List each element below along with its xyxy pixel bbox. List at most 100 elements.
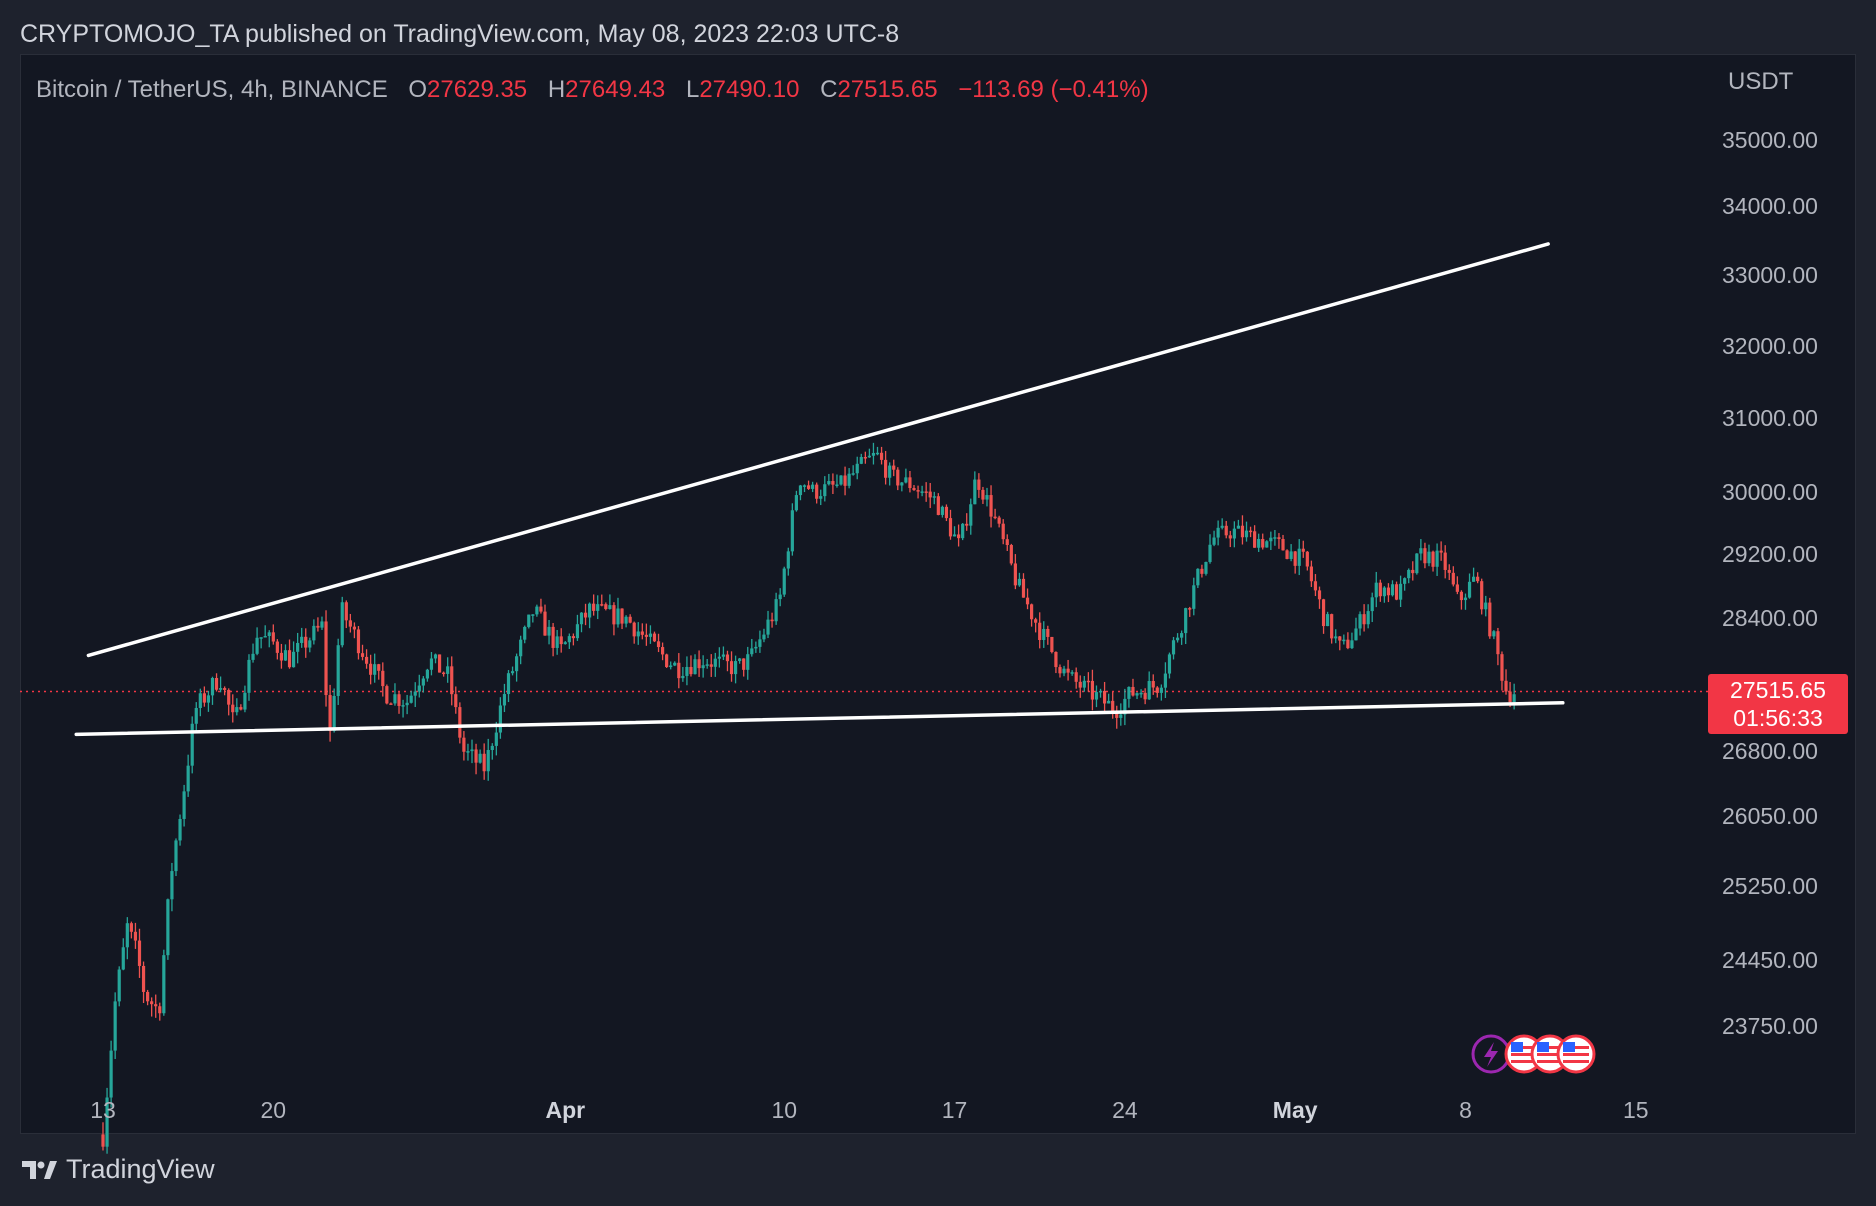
candle: [1301, 540, 1305, 558]
candle: [673, 661, 677, 667]
candle: [1050, 636, 1054, 654]
candle: [989, 485, 993, 528]
candle: [446, 657, 450, 683]
candle: [344, 600, 348, 629]
candle: [340, 596, 344, 648]
candle: [1021, 573, 1026, 598]
bar-countdown: 01:56:33: [1733, 705, 1823, 731]
time-axis[interactable]: 13 20 Apr 10 17 24 May 8 15: [90, 1097, 1648, 1123]
candle: [1297, 539, 1301, 576]
candle: [648, 625, 653, 644]
price-axis[interactable]: 35000.00 34000.00 33000.00 32000.00 31000.00…: [1722, 127, 1818, 1039]
candle: [819, 489, 823, 506]
candle: [1062, 665, 1066, 677]
candle: [296, 632, 300, 664]
candle: [811, 481, 815, 493]
candle: [539, 598, 543, 614]
candle: [194, 702, 198, 732]
candle: [924, 482, 928, 502]
candle: [867, 448, 871, 458]
candle: [701, 655, 705, 678]
candle: [1236, 519, 1240, 529]
candle: [190, 716, 194, 774]
price-tick-label: 26050.00: [1722, 803, 1818, 829]
chart-pane[interactable]: [20, 54, 1856, 1134]
candle: [523, 625, 527, 644]
candle: [393, 683, 397, 706]
candle: [466, 743, 470, 761]
tradingview-brand[interactable]: TradingView: [20, 1154, 215, 1185]
candle: [1078, 675, 1082, 698]
change-value: −113.69 (−0.41%): [958, 76, 1149, 103]
candle: [283, 644, 288, 661]
candle: [1338, 635, 1342, 651]
candle: [908, 470, 912, 493]
candle: [1431, 550, 1435, 572]
candle: [1350, 632, 1354, 650]
candle: [575, 614, 580, 641]
candle: [957, 524, 961, 547]
lower-trendline[interactable]: [74, 701, 1565, 737]
candle: [531, 614, 535, 623]
candle: [478, 749, 482, 764]
candle: [961, 523, 965, 541]
candle: [425, 668, 429, 682]
candle: [697, 650, 701, 677]
lightning-icon[interactable]: [1471, 1034, 1511, 1074]
candle: [855, 456, 859, 480]
candle: [437, 654, 442, 673]
candle: [1009, 543, 1013, 566]
candle: [709, 654, 713, 677]
candle: [786, 547, 790, 576]
candle: [154, 994, 158, 1018]
upper-trendline[interactable]: [86, 242, 1550, 658]
candle: [1407, 568, 1411, 584]
price-tick-label: 33000.00: [1722, 262, 1818, 288]
high-label: H: [547, 76, 566, 103]
candle: [875, 446, 880, 456]
candle: [320, 616, 324, 630]
candle: [413, 682, 417, 707]
candle: [636, 622, 640, 645]
candle: [705, 659, 709, 669]
symbol-legend: Bitcoin / TetherUS, 4h, BINANCE O27629.3…: [36, 76, 1149, 104]
candle: [1175, 633, 1180, 643]
candle: [1419, 539, 1423, 561]
candle: [583, 603, 588, 626]
candle: [713, 652, 717, 677]
us-flag-icon[interactable]: [1556, 1034, 1596, 1074]
candle: [1111, 692, 1115, 719]
candle: [1447, 564, 1451, 581]
time-tick-label: Apr: [545, 1097, 585, 1123]
event-markers[interactable]: [1471, 1034, 1596, 1074]
trendlines[interactable]: [74, 242, 1565, 737]
candle: [1228, 530, 1232, 548]
candle: [669, 661, 673, 670]
candle: [1184, 607, 1188, 645]
candle: [1042, 621, 1046, 648]
candle: [377, 663, 381, 680]
candle: [101, 1122, 105, 1151]
candle: [944, 504, 949, 522]
candle: [1005, 534, 1009, 551]
candle: [965, 513, 969, 531]
time-tick-label: 17: [942, 1097, 968, 1123]
candle: [567, 633, 571, 649]
candle: [1289, 544, 1293, 562]
candle: [608, 594, 612, 610]
candle: [231, 694, 235, 723]
time-tick-label: 20: [261, 1097, 287, 1123]
candle: [1435, 543, 1439, 576]
symbol-name[interactable]: Bitcoin / TetherUS, 4h, BINANCE: [36, 76, 388, 103]
price-tick-label: 25250.00: [1722, 873, 1818, 899]
candle: [1504, 669, 1508, 695]
candle: [498, 697, 502, 739]
candle: [1293, 550, 1297, 574]
candle: [162, 949, 166, 1016]
candle: [916, 485, 920, 499]
candle: [766, 610, 770, 639]
candle: [527, 614, 531, 629]
candle: [681, 667, 685, 682]
candle: [1467, 573, 1472, 599]
